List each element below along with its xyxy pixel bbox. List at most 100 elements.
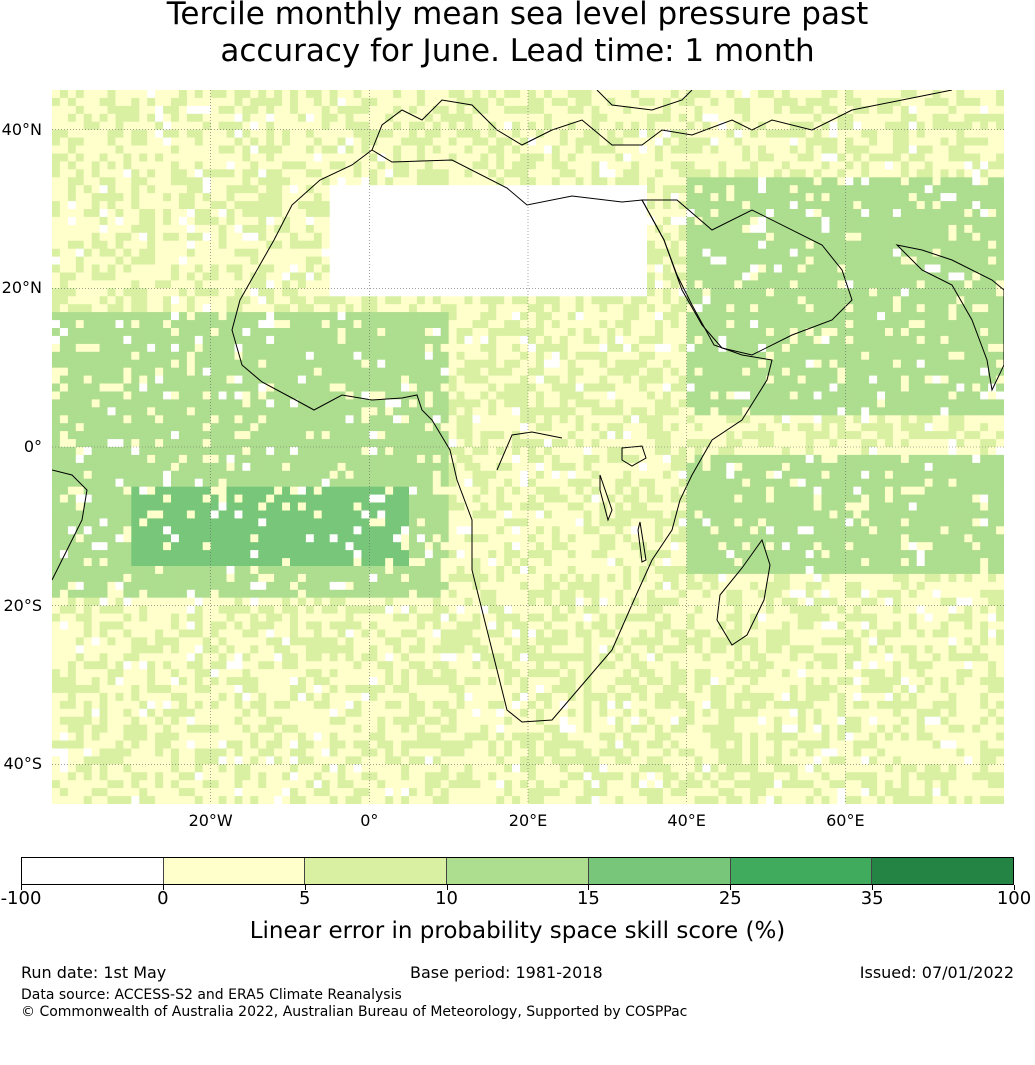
skill-cell [591,296,600,305]
skill-cell [337,153,347,162]
skill-cell [924,359,934,369]
skill-cell [551,288,561,297]
skill-cell [448,359,458,369]
skill-cell [742,256,751,266]
skill-cell [639,320,648,329]
skill-cell [988,240,997,250]
skill-cell [266,335,275,345]
skill-cell [766,248,775,258]
skill-cell [813,264,823,273]
skill-cell [361,129,370,139]
skill-cell [980,320,989,329]
skill-cell [83,288,93,297]
skill-cell [377,113,386,123]
skill-cell [52,399,61,408]
skill-cell [337,415,347,424]
skill-cell [218,248,228,258]
skill-cell [472,320,481,329]
skill-cell [837,224,846,234]
skill-cell [670,177,680,186]
skill-cell [718,232,727,242]
skill-cell [139,137,148,147]
skill-cell [83,113,93,123]
skill-cell [773,399,783,408]
skill-cell [853,209,862,218]
skill-cell [726,232,735,242]
skill-cell [353,351,362,361]
skill-cell [202,383,212,392]
skill-cell [448,343,458,353]
skill-cell [480,256,489,266]
skill-cell [99,375,109,385]
skill-cell [559,320,569,329]
skill-cell [242,209,251,218]
skill-cell [773,209,783,218]
skill-cell [718,105,727,115]
skill-cell [313,201,323,210]
skill-cell [131,280,140,289]
skill-cell [369,312,378,321]
skill-cell [99,328,109,337]
skill-cell [266,367,275,377]
skill-cell [393,375,402,385]
skill-cell [107,407,116,416]
skill-cell [678,272,688,281]
skill-cell [726,105,735,115]
skill-cell [329,121,339,131]
skill-cell [885,335,894,345]
skill-cell [631,129,640,139]
skill-cell [456,201,466,210]
skill-cell [996,256,1004,266]
skill-cell [266,375,275,385]
skill-cell [488,359,497,369]
skill-cell [401,320,410,329]
skill-cell [59,312,69,321]
skill-cell [980,391,989,400]
skill-cell [472,256,481,266]
skill-cell [908,145,918,154]
skill-cell [345,201,354,210]
skill-cell [956,216,965,226]
skill-cell [59,407,69,416]
skill-cell [472,121,481,131]
skill-cell [147,193,156,202]
skill-cell [297,121,307,131]
skill-cell [99,359,109,369]
skill-cell [702,320,711,329]
skill-cell [242,320,251,329]
skill-cell [797,383,807,392]
skill-cell [980,280,989,289]
skill-cell [591,105,600,115]
skill-cell [583,169,592,178]
skill-cell [424,312,434,321]
skill-cell [948,312,957,321]
skill-cell [440,97,450,107]
skill-cell [512,367,521,377]
skill-cell [607,177,616,186]
skill-cell [147,153,156,162]
skill-cell [885,201,894,210]
skill-cell [805,248,815,258]
skill-cell [837,391,846,400]
skill-cell [337,367,347,377]
skill-cell [250,153,259,162]
skill-cell [892,280,902,289]
skill-cell [845,129,854,139]
skill-cell [853,248,862,258]
skill-cell [813,201,823,210]
skill-cell [424,304,434,313]
skill-cell [424,288,434,297]
skill-cell [409,328,418,337]
skill-cell [416,367,426,377]
skill-cell [639,216,648,226]
skill-cell [528,129,537,139]
skill-cell [377,248,386,258]
skill-cell [956,232,965,242]
skill-cell [321,232,331,242]
skill-cell [115,359,124,369]
skill-cell [972,335,981,345]
skill-cell [218,169,228,178]
skill-cell [599,415,608,424]
skill-cell [377,97,386,107]
skill-cell [948,121,957,131]
